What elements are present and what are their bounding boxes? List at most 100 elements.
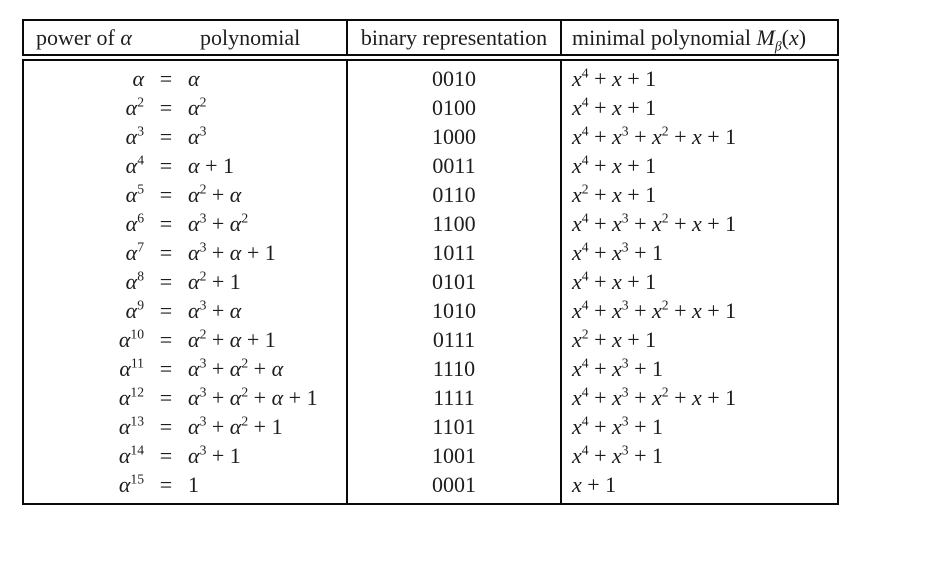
- table-body: α = α 0010 x4 + x + 1 α2 = α2 0100 x4 + …: [23, 57, 838, 504]
- minimal-polynomial-cell: x4 + x + 1: [561, 58, 838, 94]
- minimal-polynomial: x4 + x3 + 1: [572, 239, 663, 265]
- minimal-polynomial-header: minimal polynomial Mβ(x): [561, 20, 838, 61]
- power-polynomial-cell: α11 = α3 + α2 + α: [23, 354, 348, 383]
- power-of-alpha: α13: [118, 413, 144, 439]
- polynomial-expression: α: [188, 65, 200, 91]
- equals-sign: =: [159, 384, 173, 410]
- binary-cell: 1000: [347, 122, 562, 151]
- minimal-polynomial-cell: x2 + x + 1: [561, 325, 838, 354]
- equals-sign: =: [159, 65, 173, 91]
- minimal-polynomial-cell: x + 1: [561, 470, 838, 504]
- minimal-polynomial: x4 + x3 + x2 + x + 1: [572, 210, 737, 236]
- power-polynomial-cell: α7 = α3 + α + 1: [23, 238, 348, 267]
- power-of-alpha: α15: [118, 471, 144, 497]
- binary-cell: 0110: [347, 180, 562, 209]
- table-header: power of α polynomial binary representat…: [23, 20, 838, 61]
- binary-value: 0111: [432, 326, 476, 352]
- polynomial-expression: α3 + α2: [188, 210, 249, 236]
- binary-cell: 1101: [347, 412, 562, 441]
- minimal-polynomial: x4 + x + 1: [572, 65, 657, 91]
- power-polynomial-cell: α15 = 1: [23, 470, 348, 504]
- power-polynomial-cell: α5 = α2 + α: [23, 180, 348, 209]
- binary-cell: 1010: [347, 296, 562, 325]
- table-row: α2 = α2 0100 x4 + x + 1: [23, 93, 838, 122]
- power-polynomial-cell: α14 = α3 + 1: [23, 441, 348, 470]
- power-of-alpha: α7: [125, 239, 144, 265]
- binary-value: 1100: [432, 210, 476, 236]
- binary-value: 1011: [432, 239, 476, 265]
- power-polynomial-cell: α8 = α2 + 1: [23, 267, 348, 296]
- binary-value: 0110: [432, 181, 476, 207]
- power-of-alpha: α4: [125, 152, 144, 178]
- binary-value: 0010: [432, 65, 476, 91]
- equals-sign: =: [159, 210, 173, 236]
- minimal-polynomial: x4 + x3 + x2 + x + 1: [572, 297, 737, 323]
- binary-cell: 1011: [347, 238, 562, 267]
- table-row: α10 = α2 + α + 1 0111 x2 + x + 1: [23, 325, 838, 354]
- table-row: α9 = α3 + α 1010 x4 + x3 + x2 + x + 1: [23, 296, 838, 325]
- polynomial-expression: 1: [188, 471, 199, 497]
- equals-sign: =: [159, 181, 173, 207]
- polynomial-expression: α + 1: [188, 152, 234, 178]
- binary-representation-header: binary representation: [347, 20, 562, 61]
- power-of-alpha: α9: [125, 297, 144, 323]
- minimal-polynomial-cell: x4 + x + 1: [561, 267, 838, 296]
- minimal-polynomial: x4 + x3 + x2 + x + 1: [572, 123, 737, 149]
- minimal-polynomial-cell: x4 + x3 + x2 + x + 1: [561, 383, 838, 412]
- binary-cell: 0111: [347, 325, 562, 354]
- minimal-polynomial: x2 + x + 1: [572, 326, 657, 352]
- minimal-polynomial: x4 + x3 + x2 + x + 1: [572, 384, 737, 410]
- gf16-field-table: power of α polynomial binary representat…: [22, 19, 839, 505]
- power-polynomial-cell: α = α: [23, 57, 348, 93]
- header-cell-power-polynomial: power of α polynomial: [23, 20, 348, 61]
- binary-cell: 1100: [347, 209, 562, 238]
- binary-value: 1111: [433, 384, 475, 410]
- table-row: α4 = α + 1 0011 x4 + x + 1: [23, 151, 838, 180]
- minimal-polynomial-cell: x4 + x + 1: [561, 93, 838, 122]
- power-of-alpha: α6: [125, 210, 144, 236]
- binary-cell: 1001: [347, 441, 562, 470]
- polynomial-expression: α3 + α2 + α + 1: [188, 384, 318, 410]
- minimal-polynomial: x4 + x3 + 1: [572, 355, 663, 381]
- polynomial-header: polynomial: [200, 24, 301, 50]
- table-row: α3 = α3 1000 x4 + x3 + x2 + x + 1: [23, 122, 838, 151]
- polynomial-expression: α3: [188, 123, 207, 149]
- table-row: α7 = α3 + α + 1 1011 x4 + x3 + 1: [23, 238, 838, 267]
- table-row: α6 = α3 + α2 1100 x4 + x3 + x2 + x + 1: [23, 209, 838, 238]
- minimal-polynomial: x4 + x3 + 1: [572, 442, 663, 468]
- equals-sign: =: [159, 239, 173, 265]
- equals-sign: =: [159, 268, 173, 294]
- binary-value: 1000: [432, 123, 476, 149]
- binary-value: 1101: [432, 413, 476, 439]
- polynomial-expression: α3 + α2 + α: [188, 355, 284, 381]
- polynomial-expression: α2 + α: [188, 181, 242, 207]
- power-of-alpha: α12: [118, 384, 144, 410]
- power-polynomial-cell: α2 = α2: [23, 93, 348, 122]
- binary-cell: 0011: [347, 151, 562, 180]
- polynomial-expression: α2: [188, 94, 207, 120]
- minimal-polynomial-cell: x4 + x3 + 1: [561, 441, 838, 470]
- minimal-polynomial: x4 + x + 1: [572, 94, 657, 120]
- binary-cell: 1110: [347, 354, 562, 383]
- binary-cell: 1111: [347, 383, 562, 412]
- power-polynomial-cell: α13 = α3 + α2 + 1: [23, 412, 348, 441]
- minimal-polynomial: x4 + x + 1: [572, 268, 657, 294]
- binary-value: 0100: [432, 94, 476, 120]
- power-polynomial-cell: α9 = α3 + α: [23, 296, 348, 325]
- polynomial-expression: α3 + α + 1: [188, 239, 276, 265]
- power-of-alpha: α: [132, 65, 144, 91]
- table-row: α12 = α3 + α2 + α + 1 1111 x4 + x3 + x2 …: [23, 383, 838, 412]
- power-polynomial-cell: α3 = α3: [23, 122, 348, 151]
- minimal-polynomial-cell: x4 + x3 + 1: [561, 238, 838, 267]
- table-row: α8 = α2 + 1 0101 x4 + x + 1: [23, 267, 838, 296]
- minimal-polynomial: x + 1: [572, 471, 617, 497]
- power-polynomial-cell: α12 = α3 + α2 + α + 1: [23, 383, 348, 412]
- binary-cell: 0001: [347, 470, 562, 504]
- table-row: α = α 0010 x4 + x + 1: [23, 57, 838, 94]
- polynomial-expression: α3 + α: [188, 297, 242, 323]
- minimal-polynomial-cell: x4 + x3 + 1: [561, 354, 838, 383]
- binary-cell: 0101: [347, 267, 562, 296]
- power-of-alpha: α10: [118, 326, 144, 352]
- equals-sign: =: [159, 94, 173, 120]
